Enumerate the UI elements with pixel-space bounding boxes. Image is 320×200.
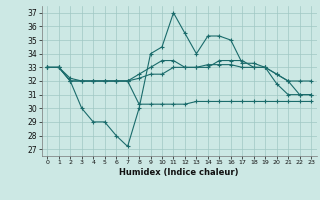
X-axis label: Humidex (Indice chaleur): Humidex (Indice chaleur) bbox=[119, 168, 239, 177]
